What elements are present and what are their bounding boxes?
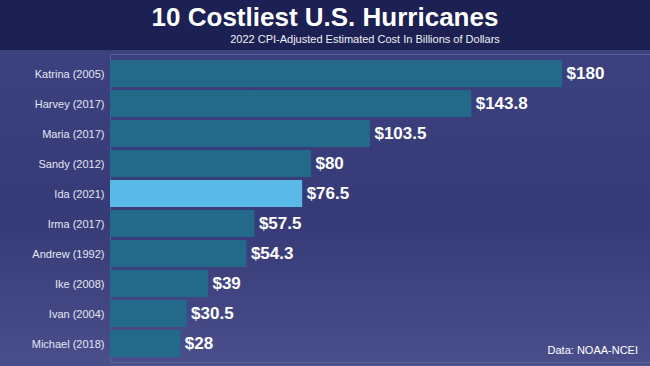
svg-text:$80: $80 [315,154,343,173]
svg-text:Andrew (1992): Andrew (1992) [32,248,104,260]
svg-text:$57.5: $57.5 [259,214,302,233]
svg-text:$54.3: $54.3 [251,244,294,263]
svg-text:Harvey (2017): Harvey (2017) [35,98,105,110]
svg-text:Michael (2018): Michael (2018) [32,338,105,350]
svg-text:Ida (2021): Ida (2021) [54,188,104,200]
svg-text:$76.5: $76.5 [307,184,350,203]
svg-text:$143.8: $143.8 [476,94,528,113]
html-text:Data: NOAA-NCEI: Data: NOAA-NCEI [547,344,638,356]
svg-text:$180: $180 [567,64,605,83]
html-text:2022 CPI-Adjusted Estimated Co: 2022 CPI-Adjusted Estimated Cost In Bill… [230,33,500,45]
svg-text:Irma (2017): Irma (2017) [48,218,105,230]
svg-text:Katrina (2005): Katrina (2005) [35,68,105,80]
svg-text:Sandy (2012): Sandy (2012) [38,158,104,170]
svg-text:Ike (2008): Ike (2008) [55,278,105,290]
svg-text:$30.5: $30.5 [191,304,234,323]
svg-text:$39: $39 [212,274,240,293]
svg-text:Maria (2017): Maria (2017) [42,128,104,140]
html-text:10 Costliest U.S. Hurricanes: 10 Costliest U.S. Hurricanes [151,2,499,32]
svg-text:$103.5: $103.5 [374,124,426,143]
svg-text:$28: $28 [185,334,213,353]
svg-text:Ivan (2004): Ivan (2004) [49,308,105,320]
